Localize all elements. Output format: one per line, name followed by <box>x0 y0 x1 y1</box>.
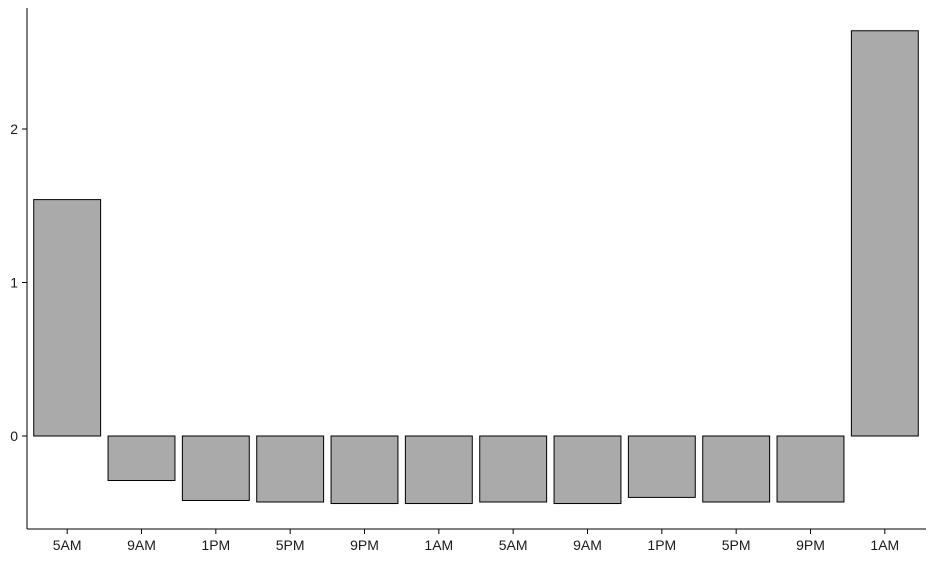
bar-1pm-9 <box>627 435 696 498</box>
bar-9pm-11 <box>776 435 845 503</box>
x-axis: 5AM 9AM 1PM 5PM 9PM 1AM 5AM 9AM 1PM 5PM 9PM 1AM <box>27 528 926 553</box>
x-tick-label: 1AM <box>424 537 453 553</box>
bar-5am-1 <box>33 199 102 437</box>
bar-9pm-5 <box>330 435 399 505</box>
bars-group <box>33 30 919 505</box>
bar-5am-7 <box>479 435 548 503</box>
bar-1pm-3 <box>181 435 250 501</box>
bar-5pm-10 <box>702 435 771 503</box>
y-axis: 0 1 2 <box>10 8 28 529</box>
bar-1am-6 <box>404 435 473 505</box>
x-tick-label: 1AM <box>870 537 899 553</box>
x-tick-label: 9PM <box>796 537 825 553</box>
x-tick-label: 9AM <box>573 537 602 553</box>
x-tick-label: 5AM <box>53 537 82 553</box>
x-tick-label: 5PM <box>722 537 751 553</box>
x-tick-label: 5PM <box>276 537 305 553</box>
y-tick-label: 1 <box>10 275 18 291</box>
y-tick-label: 2 <box>10 121 18 137</box>
x-tick-label: 9PM <box>350 537 379 553</box>
x-tick-label: 1PM <box>201 537 230 553</box>
x-tick-label: 9AM <box>127 537 156 553</box>
bar-5pm-4 <box>256 435 325 503</box>
bar-1am-12 <box>850 30 919 437</box>
y-tick-label: 0 <box>10 428 18 444</box>
x-tick-label: 1PM <box>647 537 676 553</box>
x-tick-label: 5AM <box>499 537 528 553</box>
bar-9am-8 <box>553 435 622 505</box>
bar-9am-2 <box>107 435 176 482</box>
